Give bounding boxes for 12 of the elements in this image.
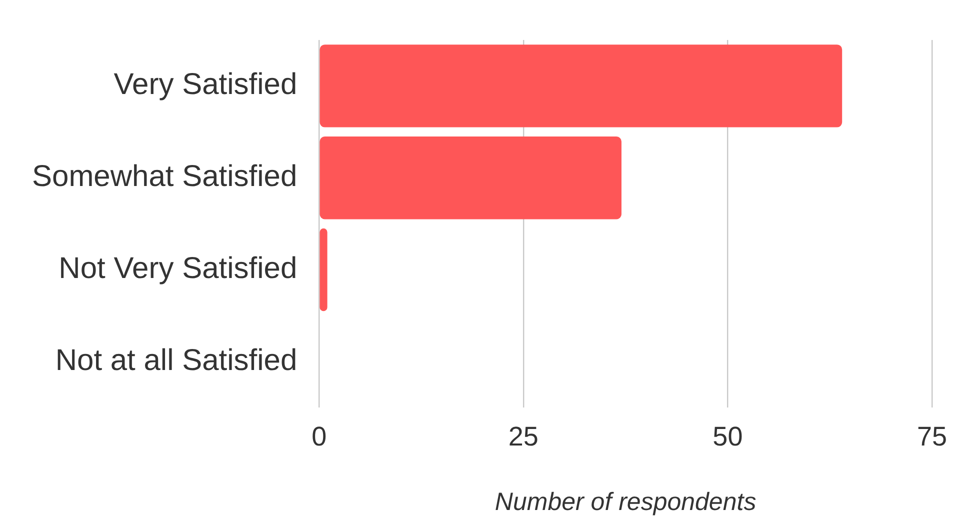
y-tick-label: Not at all Satisfied (55, 344, 298, 377)
y-tick-label: Very Satisfied (114, 68, 298, 102)
x-tick-label: 75 (916, 421, 948, 452)
y-tick-label: Somewhat Satisfied (32, 160, 298, 194)
x-axis-title: Number of respondents (494, 488, 756, 516)
bar (320, 228, 328, 312)
bar (320, 44, 842, 128)
x-tick-label: 0 (312, 421, 327, 452)
y-tick-label: Not Very Satisfied (58, 252, 298, 286)
bar (320, 136, 622, 220)
x-tick-label: 25 (508, 421, 538, 452)
x-tick-label: 50 (712, 421, 743, 452)
